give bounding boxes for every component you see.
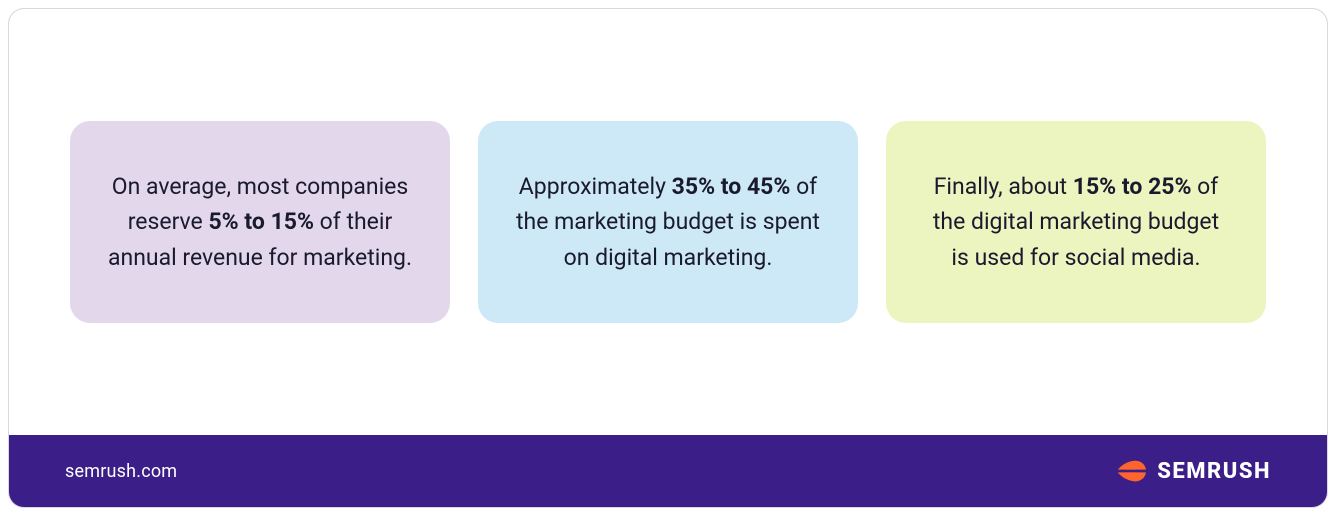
stats-row: On average, most companies reserve 5% to… bbox=[9, 9, 1327, 435]
brand-lockup: SEMRUSH bbox=[1117, 456, 1271, 486]
stat-text-before: Approximately bbox=[519, 173, 672, 200]
footer-url: semrush.com bbox=[65, 461, 177, 482]
flame-icon bbox=[1117, 456, 1147, 486]
stat-bold: 15% to 25% bbox=[1073, 173, 1192, 200]
infographic-card: On average, most companies reserve 5% to… bbox=[8, 8, 1328, 508]
stat-box-2: Approximately 35% to 45% of the marketin… bbox=[478, 121, 858, 324]
stat-box-3: Finally, about 15% to 25% of the digital… bbox=[886, 121, 1266, 324]
stat-text-before: Finally, about bbox=[934, 173, 1073, 200]
brand-name: SEMRUSH bbox=[1157, 459, 1271, 484]
stat-bold: 35% to 45% bbox=[672, 173, 791, 200]
footer-bar: semrush.com SEMRUSH bbox=[9, 435, 1327, 507]
infographic-frame: On average, most companies reserve 5% to… bbox=[0, 0, 1336, 516]
stat-box-1: On average, most companies reserve 5% to… bbox=[70, 121, 450, 324]
stat-bold: 5% to 15% bbox=[208, 208, 314, 235]
